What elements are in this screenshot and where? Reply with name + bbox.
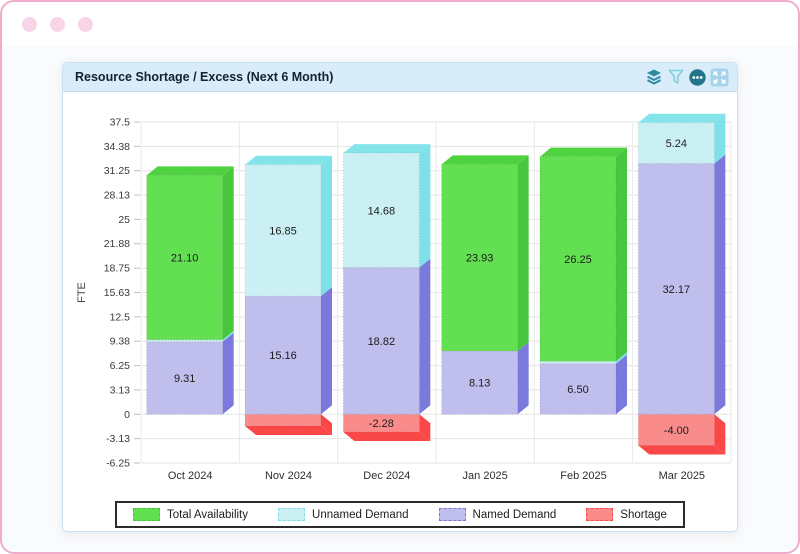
bar-segment-total-availability[interactable]: 21.10: [146, 166, 234, 341]
chart-card-header: Resource Shortage / Excess (Next 6 Month…: [63, 63, 737, 92]
svg-text:8.13: 8.13: [469, 378, 490, 390]
y-tick-label: 9.38: [110, 336, 131, 348]
y-tick-label: 34.38: [104, 141, 130, 153]
bar-segment-total-availability[interactable]: 23.93: [441, 155, 529, 352]
x-tick-label: Oct 2024: [168, 470, 213, 482]
legend-item-shortage[interactable]: Shortage: [586, 508, 667, 521]
filter-icon[interactable]: [666, 68, 685, 87]
expand-icon[interactable]: [710, 68, 729, 87]
bar-segment-named-demand[interactable]: 18.82: [342, 258, 431, 415]
legend-item-total-availability[interactable]: Total Availability: [133, 508, 248, 521]
svg-text:21.10: 21.10: [171, 253, 199, 265]
legend-swatch: [586, 508, 614, 521]
svg-text:6.50: 6.50: [567, 384, 588, 396]
more-icon[interactable]: [688, 68, 707, 87]
svg-text:-4.00: -4.00: [664, 425, 689, 437]
window-titlebar: [2, 2, 798, 46]
x-tick-label: Nov 2024: [265, 470, 312, 482]
bar-segment-total-availability[interactable]: 26.25: [539, 147, 627, 362]
x-tick-label: Dec 2024: [363, 470, 410, 482]
bar-segment-named-demand[interactable]: 9.31: [146, 332, 234, 415]
y-axis-label: FTE: [76, 282, 88, 303]
bar-segment-named-demand[interactable]: 6.50: [539, 354, 627, 415]
y-tick-label: -6.25: [106, 458, 130, 470]
chart-card: Resource Shortage / Excess (Next 6 Month…: [62, 62, 738, 532]
svg-text:9.31: 9.31: [174, 373, 195, 385]
bar-segment-named-demand[interactable]: 8.13: [441, 341, 529, 415]
legend-swatch: [278, 508, 306, 521]
y-tick-label: 3.13: [110, 384, 131, 396]
chart-title: Resource Shortage / Excess (Next 6 Month…: [75, 70, 334, 84]
bar-segment-unnamed-demand[interactable]: 5.24: [637, 113, 726, 165]
y-tick-label: 31.25: [104, 165, 130, 177]
svg-text:15.16: 15.16: [269, 350, 297, 362]
y-tick-label: 28.13: [104, 190, 130, 202]
svg-text:-2.28: -2.28: [369, 418, 394, 430]
svg-text:16.85: 16.85: [269, 225, 297, 237]
bar-segment-unnamed-demand[interactable]: 14.68: [342, 144, 431, 269]
legend-label: Shortage: [620, 508, 667, 521]
y-tick-label: 18.75: [104, 263, 130, 275]
svg-text:5.24: 5.24: [666, 138, 687, 150]
legend-label: Named Demand: [472, 508, 557, 521]
bar-segment-unnamed-demand[interactable]: 16.85: [244, 155, 332, 297]
y-tick-label: 15.63: [104, 287, 130, 299]
bar-segment-shortage[interactable]: -2.28: [342, 413, 431, 442]
stacked-bar-chart: 37.5 34.38 31.25 28.13 25 21.88 18.75 15.63 12.5…: [76, 113, 732, 482]
bar-segment-shortage[interactable]: -4.00: [637, 413, 726, 455]
window-control-dot[interactable]: [78, 16, 93, 32]
svg-text:23.93: 23.93: [466, 253, 494, 265]
x-tick-label: Feb 2025: [560, 470, 606, 482]
layers-icon[interactable]: [644, 68, 663, 87]
legend-item-named-demand[interactable]: Named Demand: [438, 508, 557, 521]
y-tick-label: 21.88: [104, 238, 130, 250]
legend-swatch: [133, 508, 161, 521]
y-tick-label: 6.25: [110, 360, 131, 372]
bar-segment-named-demand[interactable]: 15.16: [244, 287, 332, 415]
y-tick-label: 37.5: [110, 117, 131, 129]
x-tick-label: Jan 2025: [463, 470, 508, 482]
svg-text:32.17: 32.17: [663, 284, 691, 296]
window-control-dot[interactable]: [22, 16, 37, 32]
window-control-dot[interactable]: [50, 16, 65, 32]
legend-swatch: [438, 508, 466, 521]
chart-legend: Total Availability Unnamed Demand Named De…: [115, 501, 685, 528]
svg-text:26.25: 26.25: [564, 254, 592, 266]
chart-card-body: 37.5 34.38 31.25 28.13 25 21.88 18.75 15.63 12.5…: [63, 92, 737, 528]
x-tick-label: Mar 2025: [659, 470, 705, 482]
chart-toolbar: [644, 68, 729, 87]
bar-segment-shortage[interactable]: [244, 413, 332, 435]
bar-segment-named-demand[interactable]: 32.17: [637, 154, 726, 415]
bar-segment-unnamed-demand[interactable]: [539, 352, 627, 365]
legend-label: Unnamed Demand: [312, 508, 409, 521]
svg-text:14.68: 14.68: [368, 205, 396, 217]
legend-item-unnamed-demand[interactable]: Unnamed Demand: [278, 508, 409, 521]
legend-label: Total Availability: [167, 508, 249, 521]
y-tick-label: 12.5: [110, 311, 131, 323]
y-tick-label: 0: [124, 409, 130, 421]
page-content: Resource Shortage / Excess (Next 6 Month…: [2, 46, 798, 552]
y-tick-label: 25: [118, 214, 130, 226]
y-tick-label: -3.13: [106, 433, 130, 445]
svg-text:18.82: 18.82: [368, 336, 396, 348]
bar-segment-unnamed-demand[interactable]: [146, 330, 234, 343]
